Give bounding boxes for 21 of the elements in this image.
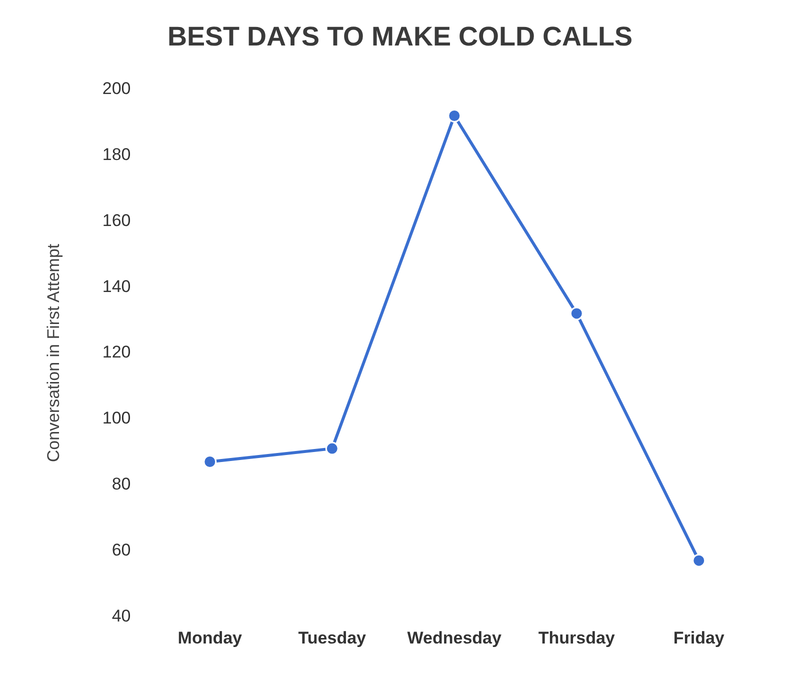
y-tick-label: 80 [112, 474, 131, 494]
y-tick-label: 100 [102, 408, 131, 428]
x-tick-label: Wednesday [407, 628, 502, 648]
point [570, 306, 584, 320]
x-tick-label: Monday [178, 628, 243, 648]
y-tick-label: 40 [112, 606, 131, 626]
y-tick-label: 200 [102, 79, 131, 98]
point [203, 454, 217, 468]
x-tick-label: Thursday [538, 628, 616, 648]
y-tick-label: 140 [102, 276, 131, 296]
point [448, 109, 462, 123]
x-tick-label: Tuesday [298, 628, 367, 648]
y-axis-title: Conversation in First Attempt [44, 244, 63, 462]
y-tick-label: 160 [102, 210, 131, 230]
x-tick-label: Friday [673, 628, 725, 648]
point [325, 442, 339, 456]
chart-title: BEST DAYS TO MAKE COLD CALLS [167, 22, 633, 52]
point [692, 554, 706, 568]
y-tick-label: 180 [102, 144, 131, 164]
y-tick-label: 120 [102, 342, 131, 362]
y-tick-label: 60 [112, 540, 131, 560]
